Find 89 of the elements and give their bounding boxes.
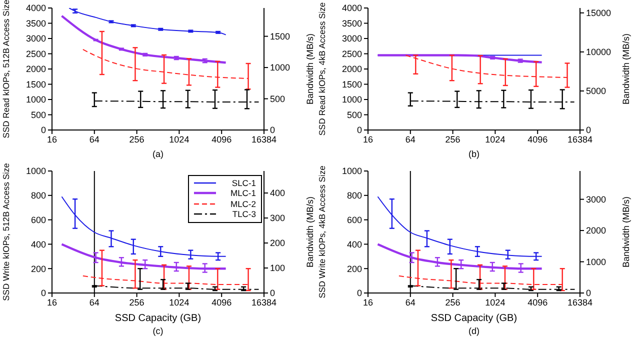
y-tick-label: 3500 xyxy=(26,18,46,28)
x-tick-label: 1024 xyxy=(169,296,190,307)
y-tick-label: 1500 xyxy=(26,79,46,90)
y-tick-label: 2000 xyxy=(342,64,362,74)
y2-tick-label: 2000 xyxy=(586,225,606,236)
y2-tick-label: 400 xyxy=(270,188,286,198)
text: (a) xyxy=(152,148,164,160)
x-tick-label: 4096 xyxy=(528,134,548,144)
x-tick-label: 16 xyxy=(46,134,58,144)
y2-tick-label: 100 xyxy=(270,262,286,273)
y-tick-label: 2000 xyxy=(26,64,46,74)
y2-tick-label: 1500 xyxy=(270,31,290,42)
y-tick-label: 500 xyxy=(346,110,362,120)
x-tick-label: 16384 xyxy=(251,134,277,144)
x-tick-label: 64 xyxy=(405,134,416,144)
x-tick-label: 256 xyxy=(445,134,460,144)
y2-tick-label: 1000 xyxy=(270,62,290,73)
y-tick-label: 600 xyxy=(30,214,46,224)
y2-axis-title: Bandwidth (MB/s) xyxy=(305,33,316,105)
legend-label: SLC-1 xyxy=(232,178,256,188)
x-tick-label: 256 xyxy=(129,296,144,307)
y2-tick-label: 5000 xyxy=(586,86,606,96)
y-tick-label: 400 xyxy=(30,238,46,249)
y-tick-label: 0 xyxy=(356,288,362,298)
y2-axis-title: Bandwidth (MB/s) xyxy=(305,196,316,268)
x-tick-label: 1024 xyxy=(485,296,506,307)
x-tick-label: 1024 xyxy=(485,134,506,144)
x-tick-label: 4096 xyxy=(212,134,232,144)
y-tick-label: 1000 xyxy=(26,166,46,176)
y-tick-label: 1000 xyxy=(26,94,46,105)
y-tick-label: 2500 xyxy=(26,48,46,59)
y-tick-label: 800 xyxy=(30,190,46,200)
y-axis-title: SSD Read kIOPs, 512B Access Size xyxy=(1,0,12,138)
y-tick-label: 200 xyxy=(346,263,362,274)
legend-label: TLC-3 xyxy=(232,209,256,220)
y-tick-label: 0 xyxy=(40,288,46,298)
x-tick-label: 16 xyxy=(46,296,58,307)
y-tick-label: 200 xyxy=(30,263,46,274)
y2-tick-label: 15000 xyxy=(586,8,612,18)
text: (d) xyxy=(468,324,480,336)
x-axis-title: SSD Capacity (GB) xyxy=(114,312,202,324)
y-tick-label: 800 xyxy=(346,190,362,200)
y-tick-label: 500 xyxy=(30,110,46,120)
text: (c) xyxy=(152,324,164,336)
x-tick-label: 1024 xyxy=(169,134,190,144)
x-tick-label: 256 xyxy=(445,296,460,307)
y-axis-title: SSD Write kIOPs, 4kB Access Size xyxy=(317,164,328,298)
y-axis-title: SSD Read kIOPs, 4kB Access Size xyxy=(317,2,328,136)
x-axis-title: SSD Capacity (GB) xyxy=(430,312,518,324)
x-tick-label: 64 xyxy=(405,296,416,307)
y2-tick-label: 10000 xyxy=(586,47,612,58)
y-tick-label: 4000 xyxy=(342,3,362,14)
y2-tick-label: 0 xyxy=(270,125,276,136)
y-tick-label: 600 xyxy=(346,214,362,224)
x-tick-label: 256 xyxy=(129,134,144,144)
x-tick-label: 16 xyxy=(362,134,374,144)
text: (b) xyxy=(468,148,480,160)
y2-tick-label: 3000 xyxy=(586,194,606,204)
y-tick-label: 1000 xyxy=(342,166,362,176)
x-tick-label: 64 xyxy=(89,134,100,144)
y-tick-label: 4000 xyxy=(26,3,46,14)
y-tick-label: 2500 xyxy=(342,48,362,59)
y-tick-label: 1500 xyxy=(342,79,362,90)
y-tick-label: 3000 xyxy=(26,34,46,44)
y-tick-label: 3500 xyxy=(342,18,362,28)
x-tick-label: 4096 xyxy=(212,296,232,307)
x-tick-label: 16384 xyxy=(567,134,593,144)
y2-tick-label: 500 xyxy=(270,94,286,104)
y-tick-label: 0 xyxy=(40,125,46,136)
x-tick-label: 4096 xyxy=(528,296,548,307)
x-tick-label: 64 xyxy=(89,296,100,307)
y-tick-label: 0 xyxy=(356,125,362,136)
y2-axis-title: Bandwidth (MB/s) xyxy=(621,33,632,105)
x-tick-label: 16384 xyxy=(567,296,593,307)
y-axis-title: SSD Write kIOPs, 512B Access Size xyxy=(1,162,12,300)
legend-label: MLC-2 xyxy=(230,198,256,209)
y2-tick-label: 0 xyxy=(586,125,592,136)
y2-tick-label: 0 xyxy=(270,288,276,298)
legend-label: MLC-1 xyxy=(230,188,256,198)
y-tick-label: 3000 xyxy=(342,34,362,44)
x-tick-label: 16384 xyxy=(251,296,277,307)
y2-tick-label: 200 xyxy=(270,238,286,248)
x-tick-label: 16 xyxy=(362,296,374,307)
y2-axis-title: Bandwidth (MB/s) xyxy=(621,196,632,268)
y-tick-label: 400 xyxy=(346,238,362,249)
y2-tick-label: 1000 xyxy=(586,256,606,266)
y2-tick-label: 300 xyxy=(270,212,286,223)
y-tick-label: 1000 xyxy=(342,94,362,105)
y2-tick-label: 0 xyxy=(586,288,592,298)
